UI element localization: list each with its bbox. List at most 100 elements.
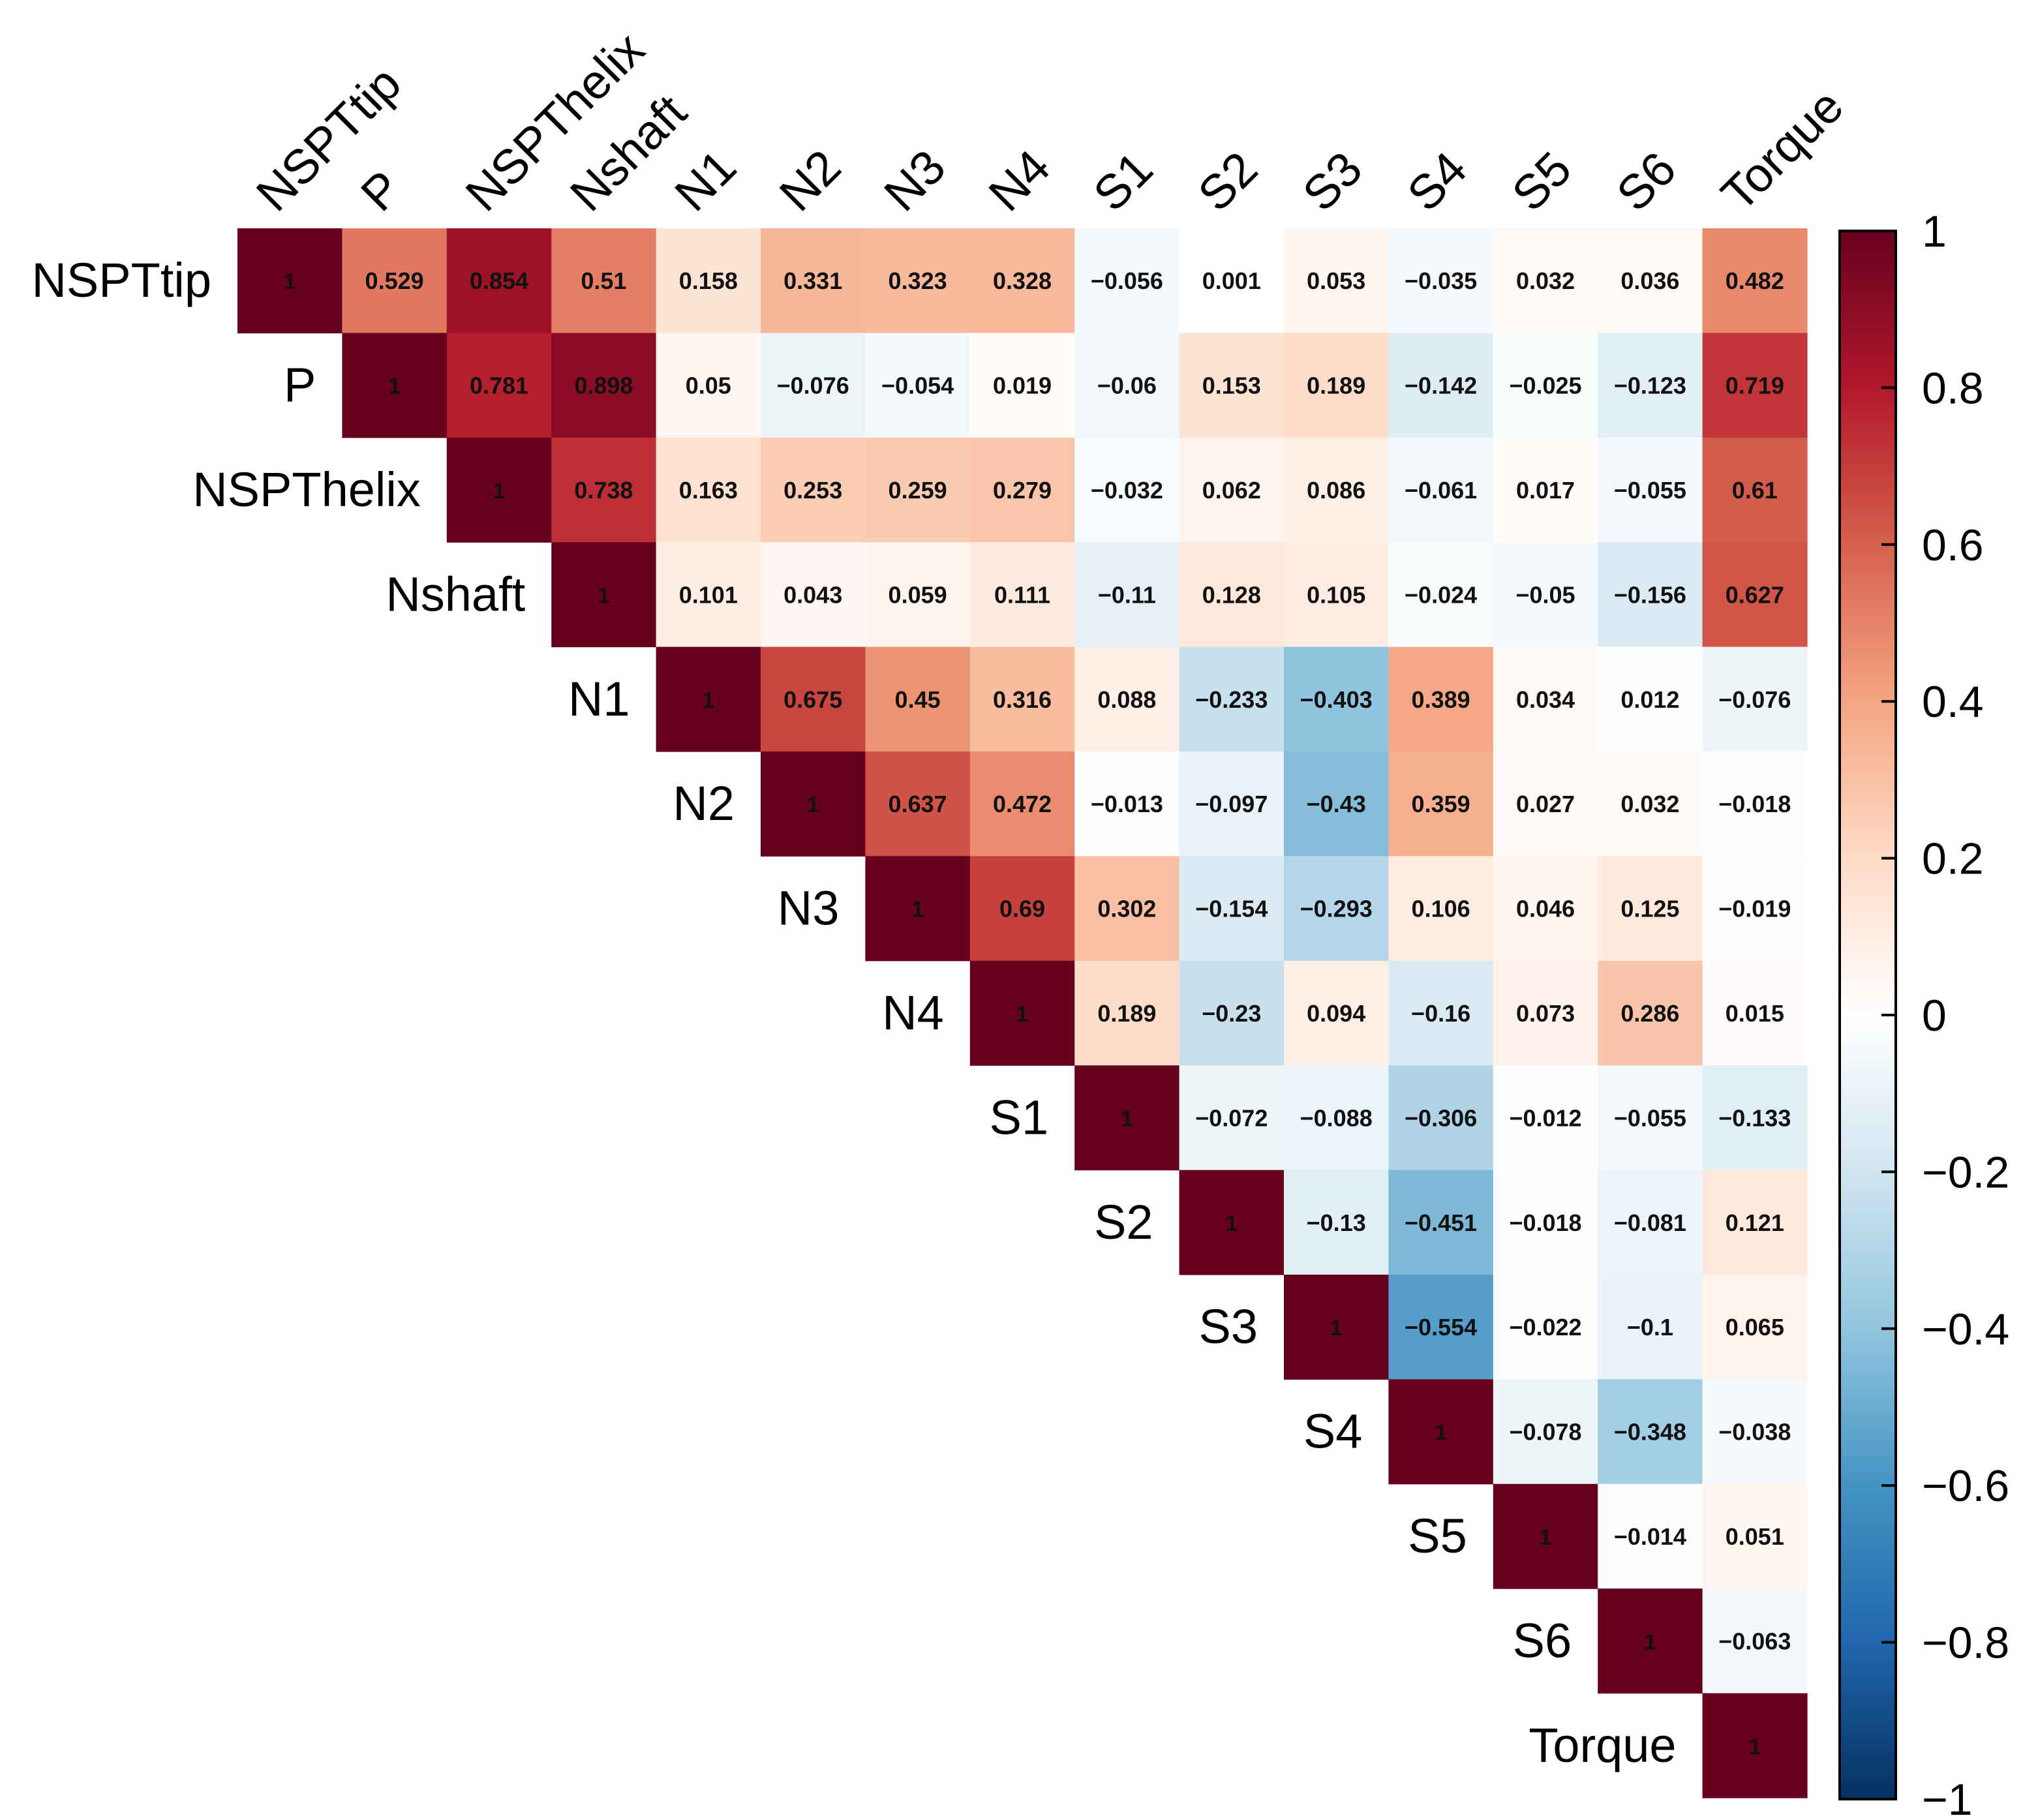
row-label-N4: N4 <box>882 986 944 1040</box>
cell-value-label: −0.05 <box>1515 581 1575 608</box>
heatmap-cell-N2-S3 <box>1284 751 1389 857</box>
heatmap-cell-N2-S6 <box>1598 751 1703 857</box>
heatmap-cell-N2-S5 <box>1493 751 1598 857</box>
heatmap-cell-Nshaft-S5 <box>1493 542 1598 648</box>
heatmap-cell-N4-S1 <box>1074 960 1180 1066</box>
cell-value-label: 0.359 <box>1412 791 1470 817</box>
heatmap-cell-N2-S4 <box>1388 751 1494 857</box>
colorbar-tick-label: −1 <box>1922 1775 1973 1820</box>
heatmap-cell-N3-N3 <box>865 856 971 962</box>
row-label-NSPTtip: NSPTtip <box>31 253 211 307</box>
heatmap-cell-S4-S6 <box>1598 1379 1703 1485</box>
cell-value-label: −0.06 <box>1097 372 1157 399</box>
cell-value-label: 1 <box>493 479 506 504</box>
cell-value-label: −0.078 <box>1509 1419 1581 1446</box>
heatmap-cell-N3-S3 <box>1284 856 1389 962</box>
cell-value-label: 0.738 <box>574 477 633 504</box>
cell-value-label: −0.012 <box>1509 1104 1581 1131</box>
cell-value-label: 0.153 <box>1202 372 1261 399</box>
cell-value-label: −0.081 <box>1614 1209 1686 1236</box>
heatmap-cell-N2-S1 <box>1074 751 1180 857</box>
cell-value-label: 0.015 <box>1726 1000 1784 1027</box>
column-label-N3: N3 <box>874 140 956 222</box>
cell-value-label: 0.328 <box>993 267 1052 294</box>
cell-value-label: −0.061 <box>1405 477 1477 504</box>
heatmap-cell-NSPThelix-N3 <box>865 437 971 543</box>
heatmap-cell-NSPTtip-S5 <box>1493 228 1598 333</box>
heatmap-cell-P-P <box>342 333 448 438</box>
heatmap-cell-NSPTtip-NSPThelix <box>446 228 552 333</box>
cell-value-label: 0.073 <box>1516 1000 1575 1027</box>
cell-value-label: 0.05 <box>686 372 731 399</box>
heatmap-cell-N3-S6 <box>1598 856 1703 962</box>
heatmap-cell-S3-S3 <box>1284 1275 1389 1380</box>
row-label-Torque: Torque <box>1529 1718 1676 1772</box>
heatmap-cell-S1-S3 <box>1284 1065 1389 1171</box>
cell-value-label: 0.094 <box>1307 1000 1365 1027</box>
cell-value-label: 0.043 <box>783 581 842 608</box>
cell-value-label: −0.055 <box>1614 477 1686 504</box>
heatmap-cell-S3-S4 <box>1388 1275 1494 1380</box>
heatmap-cell-S2-S3 <box>1284 1170 1389 1275</box>
heatmap-cell-Nshaft-S6 <box>1598 542 1703 648</box>
cell-value-label: 0.111 <box>994 581 1050 608</box>
cell-value-label: −0.43 <box>1307 791 1366 817</box>
cell-value-label: 0.389 <box>1412 686 1470 713</box>
cell-value-label: 0.059 <box>889 581 947 608</box>
cell-value-label: −0.076 <box>1718 686 1791 713</box>
heatmap-cell-NSPTtip-Torque <box>1702 228 1808 333</box>
heatmap-cell-N1-S5 <box>1493 646 1598 752</box>
cell-value-label: −0.11 <box>1098 581 1156 608</box>
cell-value-label: −0.403 <box>1300 686 1373 713</box>
cell-value-label: −0.013 <box>1091 791 1163 817</box>
cell-value-label: 0.719 <box>1726 372 1784 399</box>
cell-value-label: 0.323 <box>889 267 947 294</box>
heatmap-cell-N1-S2 <box>1179 646 1285 752</box>
cell-value-label: −0.024 <box>1405 581 1477 608</box>
heatmap-cell-NSPTtip-P <box>342 228 448 333</box>
heatmap-cell-N4-S4 <box>1388 960 1494 1066</box>
heatmap-cell-Nshaft-S4 <box>1388 542 1494 648</box>
cell-value-label: −0.554 <box>1405 1314 1477 1341</box>
cell-value-label: −0.035 <box>1405 267 1477 294</box>
heatmap-cell-NSPTtip-N1 <box>656 228 761 333</box>
heatmap-cell-NSPTtip-N3 <box>865 228 971 333</box>
cell-value-label: 1 <box>1644 1630 1656 1654</box>
heatmap-cell-P-N2 <box>761 333 866 438</box>
cell-value-label: −0.13 <box>1307 1209 1366 1236</box>
cell-value-label: 0.854 <box>470 267 528 294</box>
cell-value-label: 0.032 <box>1620 791 1679 817</box>
cell-value-label: 1 <box>1540 1525 1552 1550</box>
row-label-S1: S1 <box>990 1090 1049 1144</box>
cell-value-label: −0.156 <box>1614 581 1686 608</box>
heatmap-cell-S3-S5 <box>1493 1275 1598 1380</box>
cell-value-label: −0.025 <box>1509 372 1581 399</box>
heatmap-cell-S1-S5 <box>1493 1065 1598 1171</box>
heatmap-cell-N1-Torque <box>1702 646 1808 752</box>
heatmap-cell-N4-S5 <box>1493 960 1598 1066</box>
heatmap-cell-N1-N4 <box>969 646 1075 752</box>
heatmap-cell-NSPTtip-S3 <box>1284 228 1389 333</box>
heatmap-cell-S4-S4 <box>1388 1379 1494 1485</box>
cell-value-label: 1 <box>1435 1421 1447 1446</box>
row-label-S2: S2 <box>1094 1195 1153 1249</box>
heatmap-cell-NSPThelix-S5 <box>1493 437 1598 543</box>
heatmap-cell-NSPTtip-Nshaft <box>551 228 657 333</box>
cell-value-label: 1 <box>1748 1735 1761 1759</box>
heatmap-cell-S1-S4 <box>1388 1065 1494 1171</box>
heatmap-cell-Nshaft-S2 <box>1179 542 1285 648</box>
cell-value-label: −0.088 <box>1300 1104 1373 1131</box>
heatmap-cell-Nshaft-N1 <box>656 542 761 648</box>
cell-value-label: 1 <box>1121 1106 1133 1131</box>
heatmap-cell-NSPThelix-N2 <box>761 437 866 543</box>
cell-value-label: 0.61 <box>1732 477 1778 504</box>
cell-value-label: 0.675 <box>783 686 842 713</box>
heatmap-cell-P-NSPThelix <box>446 333 552 438</box>
cell-value-label: −0.306 <box>1405 1104 1477 1131</box>
cell-value-label: 0.637 <box>889 791 947 817</box>
heatmap-cell-NSPTtip-NSPTtip <box>237 228 342 333</box>
heatmap-cell-S3-S6 <box>1598 1275 1703 1380</box>
column-label-S4: S4 <box>1397 142 1477 222</box>
cell-value-label: −0.014 <box>1614 1523 1686 1550</box>
cell-value-label: −0.16 <box>1411 1000 1470 1027</box>
